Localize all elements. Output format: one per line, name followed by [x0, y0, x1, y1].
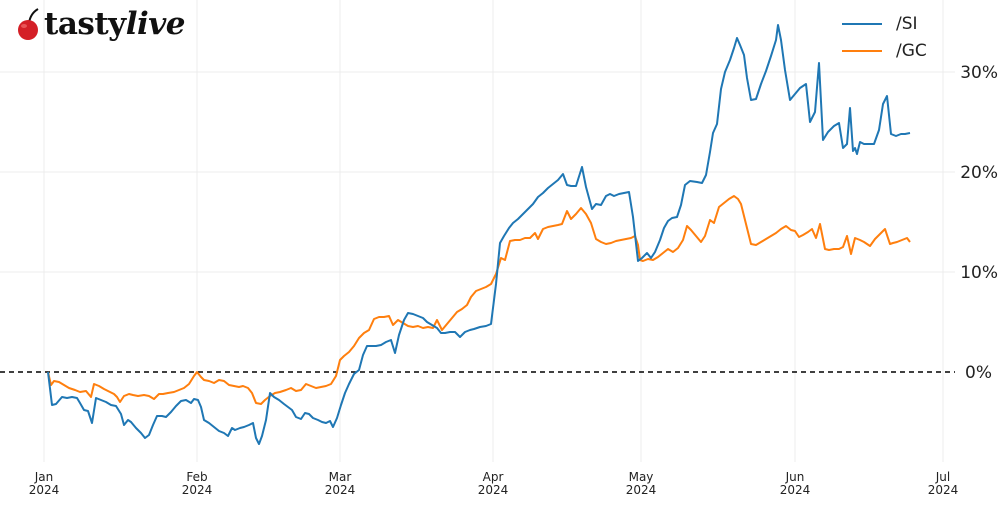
y-tick-30: 30%: [960, 63, 998, 83]
x-tick-month: Feb: [186, 470, 208, 484]
x-tick-month: Mar: [328, 470, 352, 484]
x-tick-month: Jun: [785, 470, 805, 484]
legend-swatch-si: [842, 22, 882, 25]
x-tick-may: May 2024: [626, 471, 657, 497]
x-tick-apr: Apr 2024: [478, 471, 509, 497]
cherry-icon: [18, 8, 39, 40]
x-tick-jul: Jul 2024: [928, 471, 959, 497]
x-tick-year: 2024: [927, 483, 959, 497]
legend-label-si: /SI: [896, 13, 918, 34]
chart-legend: /SI /GC: [842, 10, 927, 64]
x-tick-jun: Jun 2024: [780, 471, 811, 497]
brand-wordmark-tasty: tasty: [44, 6, 126, 42]
x-tick-year: 2024: [28, 483, 60, 497]
series-line-si: [47, 24, 911, 445]
x-tick-year: 2024: [779, 483, 811, 497]
x-tick-month: Apr: [482, 470, 504, 484]
x-tick-year: 2024: [181, 483, 213, 497]
x-tick-jan: Jan 2024: [29, 471, 60, 497]
y-tick-20: 20%: [960, 163, 998, 183]
brand-wordmark-live: live: [125, 6, 186, 42]
legend-item-si: /SI: [842, 10, 927, 37]
y-tick-10: 10%: [960, 263, 998, 283]
legend-swatch-gc: [842, 49, 882, 52]
brand-logo: tastylive: [14, 2, 186, 46]
x-tick-month: Jul: [935, 470, 951, 484]
x-tick-month: May: [628, 470, 654, 484]
grid-lines: [0, 0, 955, 462]
y-tick-0: 0%: [965, 363, 992, 383]
brand-wordmark: tastylive: [44, 6, 186, 42]
x-tick-feb: Feb 2024: [182, 471, 213, 497]
series-line-gc: [47, 195, 911, 405]
x-tick-year: 2024: [477, 483, 509, 497]
legend-item-gc: /GC: [842, 37, 927, 64]
x-tick-year: 2024: [324, 483, 356, 497]
x-tick-month: Jan: [34, 470, 54, 484]
x-tick-mar: Mar 2024: [325, 471, 356, 497]
legend-label-gc: /GC: [896, 40, 927, 61]
x-tick-year: 2024: [625, 483, 657, 497]
